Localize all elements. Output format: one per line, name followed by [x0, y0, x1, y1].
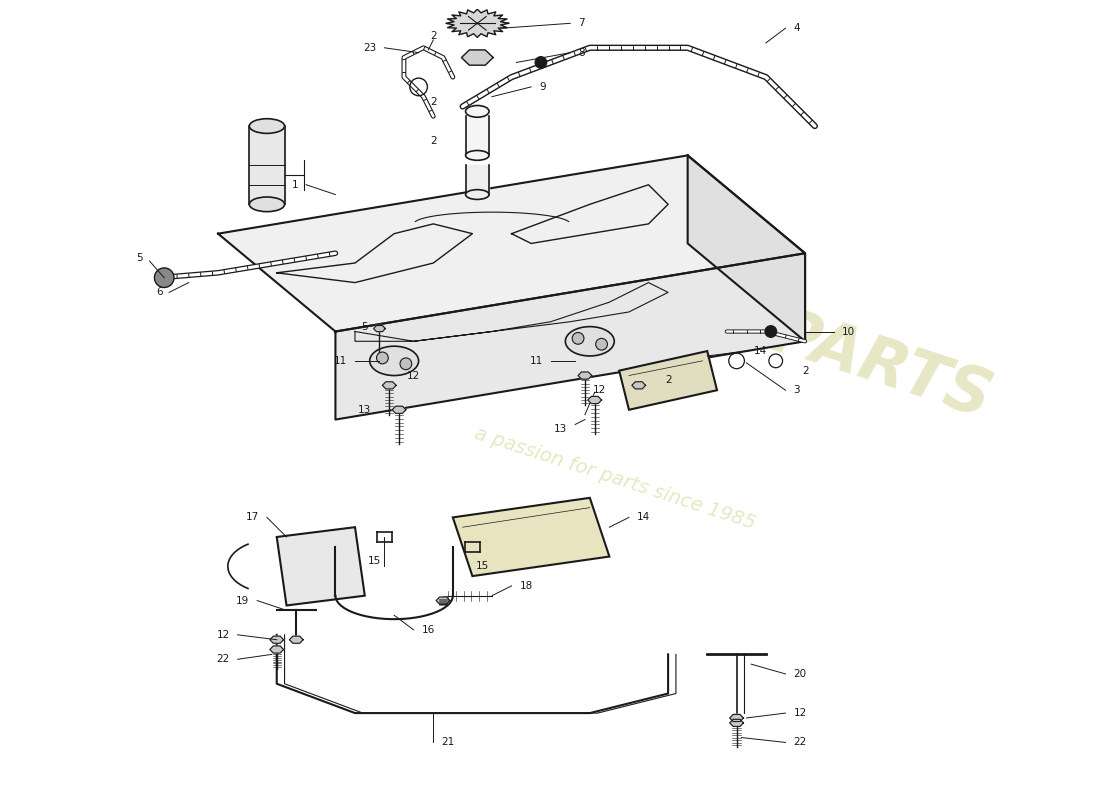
Text: 22: 22	[793, 738, 806, 747]
Text: 12: 12	[217, 630, 230, 640]
Text: 2: 2	[430, 97, 437, 106]
Circle shape	[535, 57, 547, 68]
Ellipse shape	[250, 197, 285, 212]
Polygon shape	[218, 155, 805, 331]
Circle shape	[400, 358, 411, 370]
Polygon shape	[688, 155, 805, 342]
Text: 20: 20	[793, 669, 806, 679]
Text: 12: 12	[793, 708, 806, 718]
Text: 8: 8	[579, 48, 585, 58]
Ellipse shape	[250, 118, 285, 134]
Text: 11: 11	[334, 356, 348, 366]
Text: 6: 6	[156, 287, 163, 298]
Ellipse shape	[465, 150, 490, 160]
Circle shape	[376, 352, 388, 364]
Text: 11: 11	[529, 356, 543, 366]
Text: 22: 22	[217, 654, 230, 664]
Text: 2: 2	[664, 375, 671, 386]
Polygon shape	[729, 714, 744, 722]
Circle shape	[154, 268, 174, 287]
Text: 19: 19	[236, 595, 250, 606]
Polygon shape	[587, 397, 602, 403]
Polygon shape	[579, 372, 592, 379]
Text: 4: 4	[793, 23, 800, 34]
Text: 23: 23	[363, 42, 376, 53]
Text: 21: 21	[441, 738, 454, 747]
Text: euroPARTS: euroPARTS	[609, 251, 1000, 431]
Circle shape	[572, 333, 584, 344]
Polygon shape	[631, 382, 646, 389]
Polygon shape	[270, 636, 284, 643]
Polygon shape	[393, 406, 406, 414]
Text: 1: 1	[292, 180, 298, 190]
Polygon shape	[336, 254, 805, 419]
Polygon shape	[453, 498, 609, 576]
Text: 18: 18	[519, 581, 532, 591]
Text: 13: 13	[553, 424, 568, 434]
Text: 5: 5	[362, 322, 369, 332]
Text: 2: 2	[802, 366, 808, 376]
Text: 12: 12	[407, 370, 420, 381]
Ellipse shape	[370, 346, 419, 375]
Polygon shape	[437, 597, 450, 604]
Text: 17: 17	[246, 513, 260, 522]
Text: 10: 10	[843, 326, 856, 337]
Text: 7: 7	[579, 18, 585, 28]
Text: 15: 15	[367, 557, 382, 566]
Text: a passion for parts since 1985: a passion for parts since 1985	[472, 424, 758, 533]
Text: 5: 5	[136, 253, 143, 263]
Polygon shape	[729, 719, 744, 726]
Polygon shape	[277, 527, 365, 606]
Text: 2: 2	[430, 136, 437, 146]
Text: 14: 14	[637, 513, 650, 522]
Ellipse shape	[565, 326, 614, 356]
Text: 2: 2	[430, 31, 437, 41]
Circle shape	[596, 338, 607, 350]
Text: 14: 14	[755, 346, 768, 356]
Text: 16: 16	[421, 625, 434, 635]
Polygon shape	[270, 646, 284, 653]
Ellipse shape	[465, 190, 490, 199]
Polygon shape	[383, 382, 396, 389]
Text: 12: 12	[593, 386, 606, 395]
Text: 13: 13	[359, 405, 372, 414]
Polygon shape	[289, 636, 304, 643]
Polygon shape	[446, 10, 508, 38]
Polygon shape	[462, 50, 493, 65]
Text: 9: 9	[539, 82, 546, 92]
Circle shape	[764, 326, 777, 338]
Text: 15: 15	[475, 562, 488, 571]
Ellipse shape	[465, 106, 490, 118]
Polygon shape	[374, 326, 385, 332]
Polygon shape	[619, 351, 717, 410]
Text: 3: 3	[793, 386, 800, 395]
